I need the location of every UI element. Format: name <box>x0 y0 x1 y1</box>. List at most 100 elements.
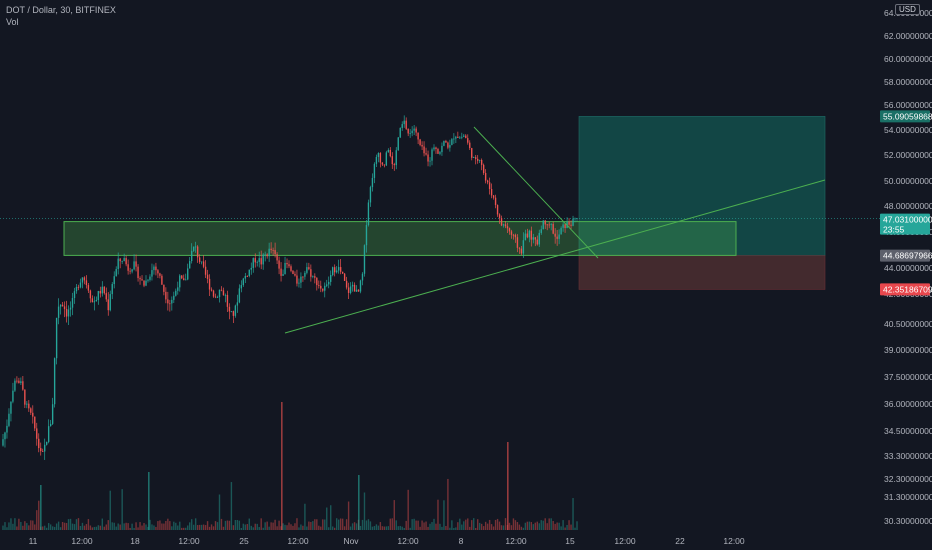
candle-body <box>63 306 66 309</box>
candle-body <box>228 306 231 312</box>
symbol-title[interactable]: DOT / Dollar, 30, BITFINEX <box>6 5 116 15</box>
volume-bar <box>407 489 409 530</box>
support-zone[interactable] <box>63 221 737 256</box>
candle-body <box>480 160 483 165</box>
candle-body <box>268 248 270 257</box>
volume-bar <box>389 518 391 530</box>
candle-body <box>109 294 111 311</box>
candle-body <box>455 136 457 139</box>
volume-bar <box>385 526 388 530</box>
volume-spike <box>358 475 360 530</box>
candle-body <box>391 156 393 165</box>
volume-bar <box>306 526 308 530</box>
volume-bar <box>38 500 40 530</box>
candle-body <box>320 285 322 289</box>
candle-body <box>542 220 544 230</box>
candle-body <box>127 264 129 271</box>
volume-bar <box>431 522 433 530</box>
volume-bar <box>473 518 475 530</box>
stop-price-tag[interactable] <box>880 283 930 296</box>
volume-spike <box>507 442 509 530</box>
volume-bar <box>540 520 542 530</box>
volume-bar <box>77 518 80 530</box>
y-tick-label: 31.30000000 <box>884 492 932 502</box>
candle-body <box>469 142 471 149</box>
candle-body <box>326 284 328 286</box>
candle-body <box>157 270 159 274</box>
volume-bar <box>47 523 50 530</box>
stop-zone[interactable] <box>578 255 826 290</box>
current-price-tag[interactable] <box>880 213 930 235</box>
candle-body <box>298 282 300 284</box>
volume-legend[interactable]: Vol <box>6 17 19 27</box>
candle-body <box>256 261 258 263</box>
volume-bar <box>488 519 491 530</box>
volume-bar <box>214 521 217 530</box>
volume-bar <box>121 489 123 530</box>
candle-body <box>498 214 501 219</box>
candle-body <box>431 149 433 161</box>
y-tick-label: 40.50000000 <box>884 319 932 329</box>
candle-body <box>266 254 268 257</box>
candle-body <box>212 290 215 297</box>
candle-body <box>465 135 467 139</box>
volume-bar <box>423 522 425 530</box>
currency-badge[interactable]: USD <box>895 4 920 15</box>
candle-body <box>572 218 574 226</box>
volume-bar <box>361 519 364 530</box>
candle-body <box>351 284 354 287</box>
candle-body <box>516 237 519 248</box>
volume-bar <box>461 524 463 530</box>
candle-body <box>24 389 26 405</box>
candle-body <box>222 290 225 296</box>
candle-body <box>560 227 562 235</box>
y-tick-label: 58.00000000 <box>884 77 932 87</box>
volume-bar <box>268 526 270 530</box>
falling-trendline[interactable] <box>473 126 599 259</box>
volume-bar <box>510 525 513 530</box>
y-tick-label: 50.00000000 <box>884 176 932 186</box>
entry-price-tag[interactable] <box>880 249 930 262</box>
volume-bar <box>133 527 135 530</box>
candle-body <box>53 358 56 405</box>
candle-body <box>457 136 459 138</box>
candle-body <box>365 224 368 246</box>
volume-bar <box>81 522 84 530</box>
rising-trendline[interactable] <box>284 179 826 334</box>
volume-bar <box>433 518 435 530</box>
target-price-tag[interactable] <box>880 110 930 123</box>
candle-body <box>403 120 405 125</box>
volume-bar <box>51 526 54 530</box>
candle-body <box>137 266 139 279</box>
candle-body <box>425 153 427 155</box>
candle-body <box>12 390 14 402</box>
volume-bar <box>32 520 34 530</box>
x-tick-label: 12:00 <box>397 536 419 546</box>
volume-bar <box>351 523 354 530</box>
candle-body <box>518 247 521 249</box>
candle-body <box>274 250 276 255</box>
volume-bar <box>230 482 233 530</box>
volume-bar <box>318 525 320 530</box>
candle-body <box>574 218 576 220</box>
volume-bar <box>490 524 493 530</box>
volume-bar <box>403 527 405 530</box>
volume-bar <box>59 527 62 530</box>
candle-body <box>302 276 304 278</box>
volume-bar <box>87 519 90 530</box>
candle-body <box>393 164 395 166</box>
candle-body <box>359 280 362 292</box>
volume-bar <box>455 527 457 530</box>
target-zone[interactable] <box>578 116 826 256</box>
candle-body <box>192 246 195 251</box>
candle-body <box>389 149 391 157</box>
candle-body <box>429 160 431 162</box>
volume-bar <box>139 522 141 530</box>
volume-bar <box>330 505 332 530</box>
candle-body <box>467 138 469 143</box>
volume-bar <box>316 519 318 530</box>
volume-bar <box>165 520 167 530</box>
volume-bar <box>63 522 66 530</box>
candle-body <box>236 302 239 306</box>
